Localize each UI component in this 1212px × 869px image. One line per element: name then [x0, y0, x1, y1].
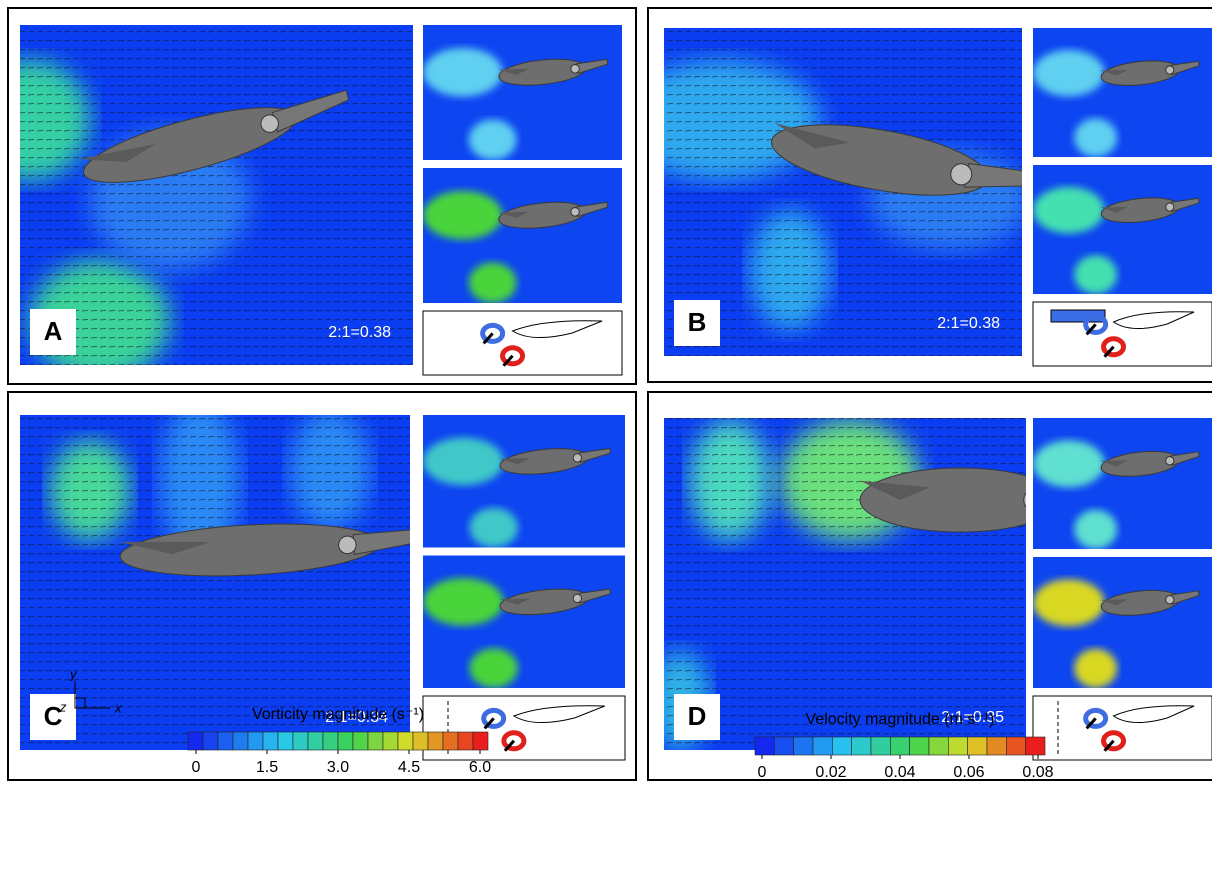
inset-view	[1033, 28, 1212, 157]
colorbar-tick-label: 3.0	[327, 759, 349, 776]
squid-eye	[1165, 595, 1174, 604]
inset-view	[423, 415, 625, 548]
colorbar-cell	[383, 732, 398, 750]
panel: A 2:1=0.38	[0, 8, 636, 384]
colorbar-cell	[368, 732, 383, 750]
vortex-isosurface	[1074, 649, 1117, 688]
squid-eye	[573, 594, 582, 603]
colorbar-cell	[910, 737, 929, 755]
inset-view	[423, 556, 625, 689]
vortex-isosurface	[1074, 255, 1117, 294]
colorbar-cell	[338, 732, 353, 750]
colorbar-tick-label: 4.5	[398, 759, 420, 776]
vortex-isosurface	[469, 508, 517, 548]
vortex-isosurface	[1074, 510, 1117, 549]
inset-view	[1033, 557, 1212, 688]
colorbar-tick-label: 0.04	[884, 764, 915, 781]
colorbar-cell	[308, 732, 323, 750]
colorbar-cell	[929, 737, 948, 755]
inset-view	[1033, 165, 1212, 294]
colorbar-cell	[832, 737, 851, 755]
velocity-vectors	[20, 25, 413, 365]
colorbar-cell	[398, 732, 413, 750]
colorbar-tick-label: 0.08	[1022, 764, 1053, 781]
colorbar-cell	[188, 732, 203, 750]
vortex-isosurface	[1074, 118, 1117, 157]
colorbar-title: Vorticity magnitude (s⁻¹)	[252, 706, 424, 723]
colorbar-cell	[890, 737, 909, 755]
colorbar-cell	[458, 732, 473, 750]
colorbar-cell	[968, 737, 987, 755]
colorbar-cell	[278, 732, 293, 750]
vortex-isosurface	[469, 120, 517, 161]
colorbar-cell	[755, 737, 774, 755]
colorbar-cell	[428, 732, 443, 750]
vortex-isosurface	[469, 648, 517, 688]
vortex-isosurface	[423, 48, 503, 97]
colorbar-cell	[203, 732, 218, 750]
inset-view	[423, 168, 622, 303]
velocity-vectors	[20, 415, 410, 750]
ratio-label: 2:1=0.38	[328, 324, 391, 341]
colorbar-cell	[813, 737, 832, 755]
colorbar-title: Velocity magnitude (m s⁻¹)	[806, 711, 995, 728]
colorbar-tick-label: 0.06	[953, 764, 984, 781]
vortex-isosurface	[1033, 50, 1105, 96]
squid-eye	[1165, 66, 1174, 75]
colorbar-tick-label: 0	[192, 759, 201, 776]
colorbar-tick-label: 0.02	[815, 764, 846, 781]
panel-label: D	[688, 701, 707, 731]
figure: A2:1=0.38B2:1=0.38C2:1=0.34D2:1=0.35 yzx…	[0, 0, 1212, 869]
colorbar-cell	[794, 737, 813, 755]
colorbar-cell	[353, 732, 368, 750]
colorbar-cell	[233, 732, 248, 750]
squid-eye	[338, 536, 356, 554]
colorbar-cell	[263, 732, 278, 750]
colorbar-cell	[293, 732, 308, 750]
colorbar-cell	[1006, 737, 1025, 755]
colorbar-cell	[323, 732, 338, 750]
inset-view	[423, 25, 622, 160]
vortex-isosurface	[423, 578, 504, 626]
colorbar-tick-label: 0	[758, 764, 767, 781]
colorbar-cell	[473, 732, 488, 750]
colorbar-cell	[774, 737, 793, 755]
vortex-isosurface	[1033, 187, 1105, 233]
colorbar-tick-label: 1.5	[256, 759, 278, 776]
colorbar-cell	[443, 732, 458, 750]
colorbar-tick-label: 6.0	[469, 759, 491, 776]
vortex-isosurface	[1033, 579, 1105, 626]
colorbar-cell	[1026, 737, 1045, 755]
squid-eye	[1165, 456, 1174, 465]
inset-view	[1033, 418, 1212, 549]
vortex-isosurface	[423, 438, 504, 486]
panel-label: B	[688, 307, 707, 337]
colorbar-cell	[871, 737, 890, 755]
axis-label-z: z	[59, 699, 67, 714]
squid-eye	[570, 64, 579, 73]
ratio-label: 2:1=0.38	[937, 315, 1000, 332]
panel: B 2:1=0.38	[620, 8, 1212, 382]
squid-eye	[1165, 203, 1174, 212]
colorbar-cell	[852, 737, 871, 755]
axis-label-x: x	[114, 700, 122, 715]
squid-eye	[573, 453, 582, 462]
vortex-isosurface	[423, 191, 503, 240]
colorbar-cell	[248, 732, 263, 750]
colorbar-cell	[218, 732, 233, 750]
squid-eye	[570, 207, 579, 216]
vortex-isosurface	[469, 263, 517, 304]
vortex-isosurface	[1033, 440, 1105, 487]
panel-label: A	[44, 316, 63, 346]
colorbar-cell	[413, 732, 428, 750]
colorbar-cell	[948, 737, 967, 755]
colorbar-cell	[987, 737, 1006, 755]
